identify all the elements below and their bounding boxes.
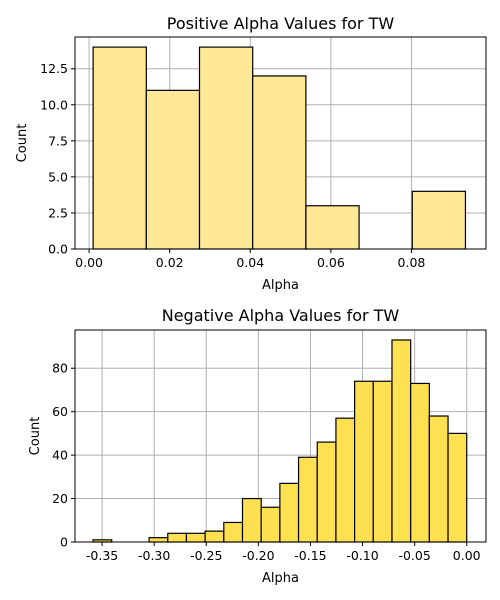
y-tick-label: 7.5 [48,133,68,148]
x-tick-label: 0.08 [398,255,426,270]
bar [260,506,281,543]
y-tick-label: 60 [52,404,68,419]
bars [92,46,467,250]
bar [92,46,147,250]
bar [252,75,307,250]
bar [145,89,201,250]
x-tick-label: -0.30 [138,548,170,563]
y-tick-label: 0.0 [48,242,68,257]
bar [447,432,468,543]
x-tick-label: -0.20 [242,548,274,563]
x-tick-label: -0.25 [190,548,222,563]
bar [316,441,337,543]
bar [411,190,467,250]
y-axis-label: Count [15,124,30,163]
bars [92,339,468,543]
bar [241,497,262,543]
x-axis-label: Alpha [262,278,299,293]
x-tick-label: -0.10 [346,548,378,563]
y-tick-label: 5.0 [48,169,68,184]
bar [167,532,188,543]
bar [305,205,360,250]
bar [279,482,300,543]
x-axis-label: Alpha [262,571,299,586]
chart-2: -0.35 -0.30 -0.25 -0.20 -0.15 -0.10 -0.05 0.00 0… [28,306,487,586]
bar [372,380,393,543]
x-tick-label: 0.06 [317,255,345,270]
y-tick-label: 12.5 [40,61,68,76]
y-tick-label: 10.0 [40,97,68,112]
bar [204,530,225,543]
chart-title: Negative Alpha Values for TW [162,306,400,325]
x-tick-label: 0.04 [236,255,264,270]
bar [148,537,169,543]
bar [335,417,356,543]
chart-1: 0.00 0.02 0.04 0.06 0.08 0.0 2.5 5.0 7.5 10.0 12.5… [15,14,487,293]
x-tick-label: 0.00 [75,255,103,270]
bar [410,382,430,543]
bar [391,339,412,543]
y-tick-label: 40 [52,448,68,463]
plot-frame [74,36,487,250]
x-tick-label: -0.05 [398,548,430,563]
plot-frame [74,329,487,543]
y-tick-label: 20 [52,491,68,506]
x-tick-label: 0.02 [156,255,184,270]
bar [428,415,449,543]
x-tick-label: -0.15 [294,548,326,563]
y-tick-label: 0 [60,535,68,550]
chart-title: Positive Alpha Values for TW [167,14,395,33]
bar [185,532,206,543]
y-tick-label: 80 [52,361,68,376]
y-tick-label: 2.5 [48,205,68,220]
x-tick-label: -0.35 [86,548,118,563]
bar [354,380,374,543]
bar [198,46,254,250]
bar [297,456,318,543]
bar [223,521,244,543]
y-axis-label: Count [28,417,43,456]
x-tick-label: 0.00 [453,548,481,563]
